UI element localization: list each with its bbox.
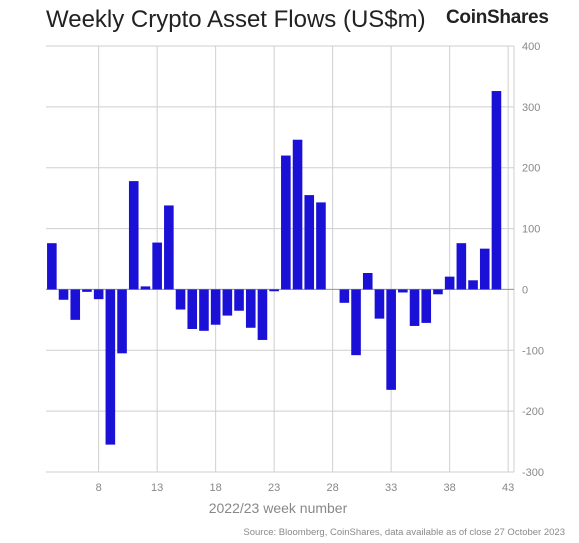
bar-week-7	[82, 289, 92, 292]
bar-week-11	[128, 181, 139, 290]
bar-week-9	[105, 289, 116, 445]
x-tick-label: 13	[151, 482, 163, 494]
x-axis-ticks: 8 13 18 23 28 33 38 43	[96, 482, 515, 494]
bar-week-36	[421, 289, 432, 323]
bar-week-26	[304, 195, 315, 290]
bar-week-32	[374, 289, 385, 319]
bar-week-30	[351, 289, 361, 356]
y-tick-label: 100	[522, 224, 540, 236]
bar-week-27	[316, 202, 326, 290]
bar-week-20	[234, 289, 244, 311]
bar-week-38	[444, 276, 455, 290]
bar-week-40	[468, 280, 478, 290]
bar-week-8	[93, 289, 104, 300]
bar-week-29	[339, 289, 350, 303]
bar-week-37	[433, 289, 443, 295]
bar-week-18	[210, 289, 221, 325]
bar-week-16	[187, 289, 198, 329]
y-tick-label: -300	[522, 467, 544, 479]
bar-week-5	[58, 289, 69, 300]
y-axis-ticks: 400 300 200 100 0 -100 -200 -300	[522, 41, 544, 479]
bar-week-6	[70, 289, 81, 320]
bar-week-41	[479, 248, 490, 290]
bar-week-15	[175, 289, 186, 310]
bar-week-22	[257, 289, 268, 340]
chart-title: Weekly Crypto Asset Flows (US$m)	[46, 6, 426, 33]
bar-week-23	[269, 289, 279, 292]
bar-week-14	[164, 205, 174, 290]
bar-week-33	[386, 289, 396, 390]
bar-week-13	[152, 242, 162, 290]
bar-week-42	[491, 91, 502, 290]
x-tick-label: 28	[327, 482, 339, 494]
bar-week-21	[245, 289, 256, 328]
bar-week-34	[398, 289, 408, 293]
bar-week-12	[140, 286, 151, 290]
brand-logo: CoinShares	[446, 7, 549, 28]
x-tick-label: 33	[385, 482, 397, 494]
bar-week-17	[199, 289, 209, 331]
gridlines	[46, 45, 515, 473]
bar-week-19	[222, 289, 233, 316]
bar-week-35	[409, 289, 420, 326]
bar-week-24	[281, 155, 291, 290]
bar-week-25	[292, 139, 303, 290]
x-axis-title: 2022/23 week number	[209, 500, 348, 516]
x-tick-label: 8	[96, 482, 102, 494]
y-tick-label: -200	[522, 406, 544, 418]
bar-week-10	[117, 289, 127, 354]
y-tick-label: 300	[522, 102, 540, 114]
bar-week-39	[456, 243, 467, 290]
bars	[47, 91, 502, 445]
y-tick-label: 0	[522, 284, 528, 296]
y-tick-label: -100	[522, 345, 544, 357]
x-tick-label: 23	[268, 482, 280, 494]
x-tick-label: 18	[210, 482, 222, 494]
bar-week-4	[47, 243, 57, 290]
y-tick-label: 400	[522, 41, 540, 53]
x-tick-label: 43	[502, 482, 514, 494]
y-tick-label: 200	[522, 163, 540, 175]
source-note: Source: Bloomberg, CoinShares, data avai…	[243, 527, 565, 538]
x-tick-label: 38	[444, 482, 456, 494]
bar-week-31	[362, 272, 373, 290]
